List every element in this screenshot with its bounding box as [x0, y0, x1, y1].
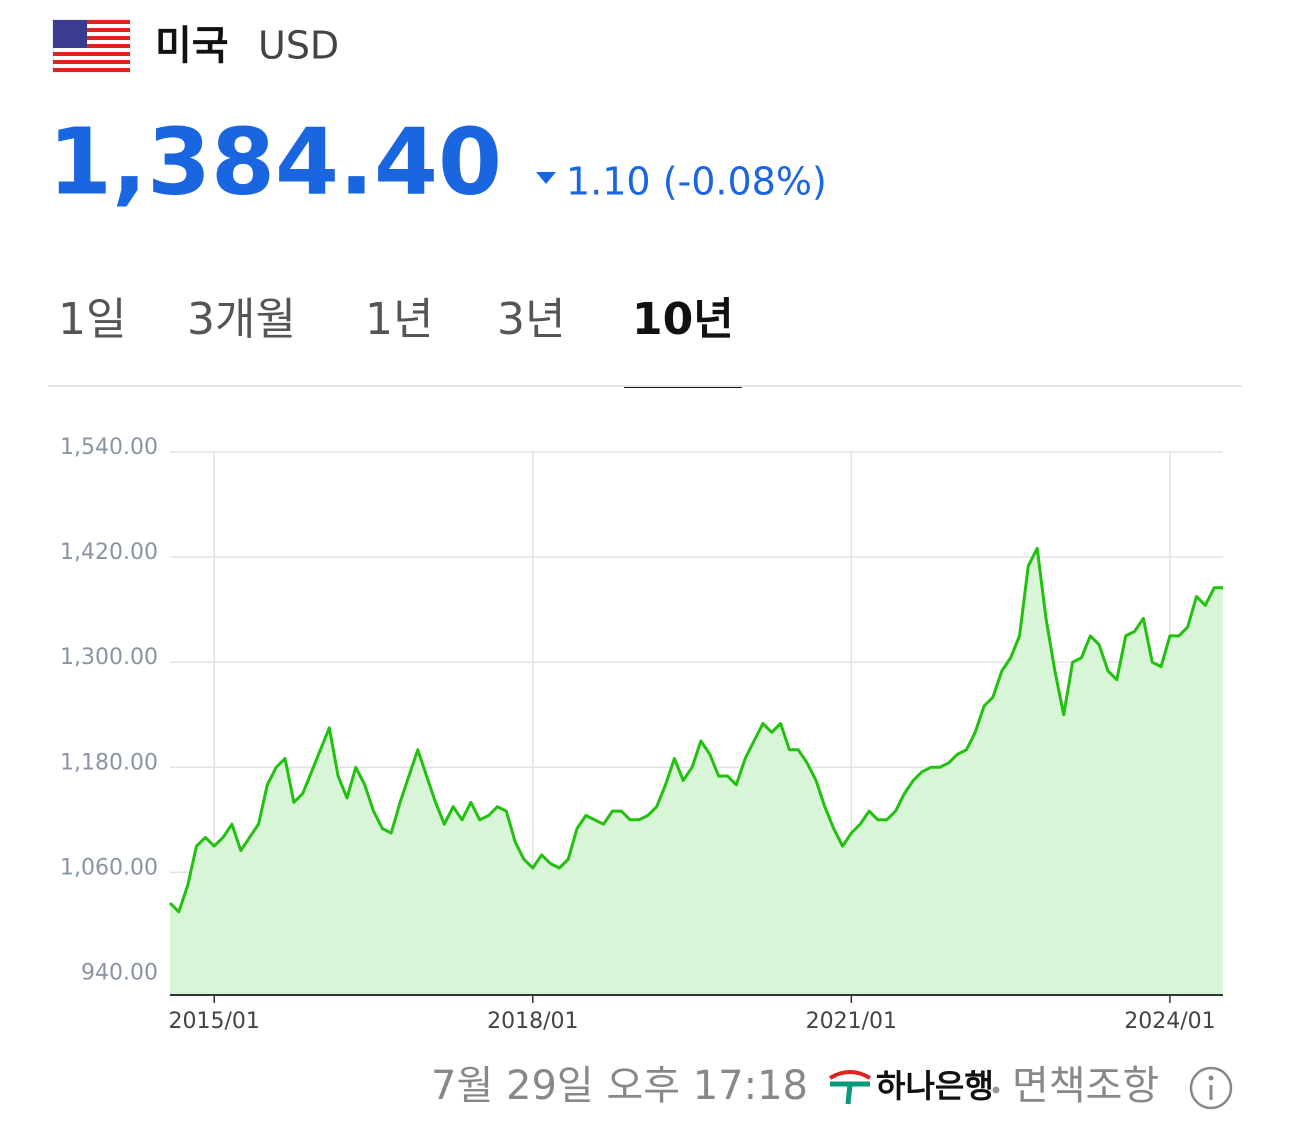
separator	[992, 1086, 1000, 1094]
country: 미국	[155, 23, 229, 69]
rate: 1,384.40	[48, 108, 502, 215]
x-tick-label: 2015/01	[169, 1009, 260, 1034]
rate-line	[168, 546, 1223, 914]
y-tick-label: 1,180.00	[60, 750, 158, 775]
down-arrow	[536, 172, 556, 184]
timestamp: 7월 29일 오후 17:18	[431, 1063, 808, 1109]
y-tick-label: 1,300.00	[60, 645, 158, 670]
us-flag	[52, 19, 131, 73]
x-tick-label: 2021/01	[806, 1009, 897, 1034]
y-tick-label: 1,420.00	[60, 540, 158, 565]
tab[interactable]: 10년	[632, 294, 734, 345]
bank-name: 하나은행	[876, 1067, 994, 1105]
chart: 940.00 1,060.00 1,180.00 1,300.00 1,420.00 1,…	[60, 435, 1223, 1034]
y-tick-label: 940.00	[81, 960, 158, 985]
info-icon[interactable]	[1189, 1066, 1233, 1110]
y-tick-label: 1,060.00	[60, 855, 158, 880]
tab-bar: 1일 3개월 1년 3년 10년	[58, 294, 742, 388]
change: 1.10 (-0.08%)	[566, 160, 827, 204]
x-tick-label: 2024/01	[1124, 1009, 1215, 1034]
tab[interactable]: 1년	[365, 294, 433, 345]
bank-logo	[828, 1070, 872, 1105]
tab[interactable]: 3년	[497, 294, 565, 345]
currency: USD	[258, 24, 339, 68]
tab[interactable]: 1일	[58, 294, 126, 345]
tab[interactable]: 3개월	[187, 294, 296, 345]
y-tick-label: 1,540.00	[60, 435, 158, 460]
x-tick-label: 2018/01	[487, 1009, 578, 1034]
area-fill	[170, 548, 1223, 995]
disclaimer[interactable]: 면책조항	[1012, 1063, 1159, 1109]
